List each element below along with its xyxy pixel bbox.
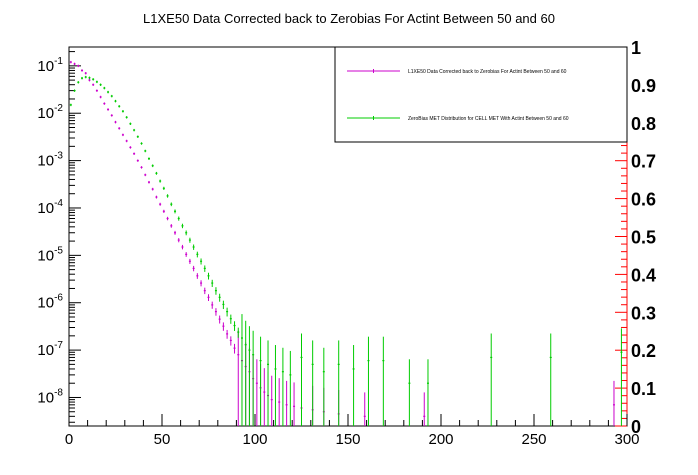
y-tick-label: 10-7 <box>37 340 63 359</box>
series-1 <box>69 75 623 426</box>
right-tick-label: 0.3 <box>631 303 656 323</box>
right-tick-label: 0.5 <box>631 228 656 248</box>
right-tick-label: 0.1 <box>631 379 656 399</box>
x-tick-label: 250 <box>521 431 546 448</box>
y-tick-label: 10-2 <box>37 103 63 122</box>
legend: L1XE50 Data Corrected back to Zerobias F… <box>334 46 628 143</box>
right-tick-label: 0.2 <box>631 341 656 361</box>
right-tick-label: 0.7 <box>631 152 656 172</box>
right-tick-label: 0.4 <box>631 265 656 285</box>
left-axis: 10-1 10-2 10-3 10-4 10-5 10-6 10-7 10-8 <box>37 51 81 423</box>
x-tick-label: 150 <box>335 431 360 448</box>
x-tick-label: 200 <box>428 431 453 448</box>
y-tick-label: 10-4 <box>37 198 63 217</box>
right-tick-label: 0.6 <box>631 190 656 210</box>
x-tick-label: 100 <box>242 431 267 448</box>
x-tick-label: 300 <box>614 431 639 448</box>
y-tick-label: 10-6 <box>37 293 63 312</box>
y-tick-label: 10-8 <box>37 387 63 406</box>
legend-box <box>334 46 628 143</box>
y-tick-label: 10-1 <box>37 56 63 75</box>
right-tick-label: 0.9 <box>631 76 656 96</box>
x-tick-label: 50 <box>154 431 171 448</box>
right-tick-label: 0.8 <box>631 114 656 134</box>
bottom-axis: 0 50 100 150 200 250 300 <box>65 414 640 448</box>
right-tick-label: 1 <box>631 38 641 58</box>
y-tick-label: 10-5 <box>37 245 63 264</box>
legend-label-1: ZeroBias MET Distribution for CELL MET W… <box>408 116 569 122</box>
chart-title: L1XE50 Data Corrected back to Zerobias F… <box>143 11 555 26</box>
x-tick-label: 0 <box>65 431 73 448</box>
legend-label-0: L1XE50 Data Corrected back to Zerobias F… <box>408 69 567 75</box>
series-group <box>69 60 623 426</box>
right-tick-label: 0 <box>631 417 641 437</box>
y-tick-label: 10-3 <box>37 151 63 170</box>
